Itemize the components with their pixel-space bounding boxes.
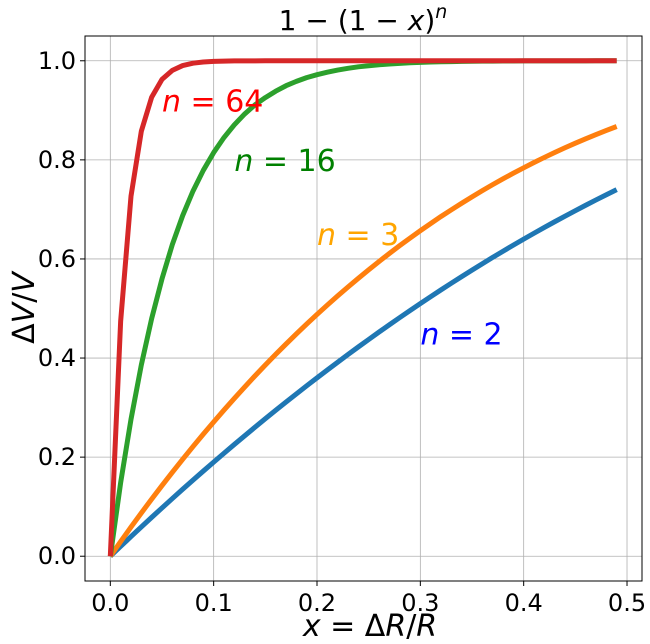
annotation-label: n = 64: [162, 84, 263, 119]
series-line-n3: [108, 124, 618, 558]
y-label-part-2: V: [7, 300, 42, 323]
annotation-value: = 16: [253, 144, 335, 179]
x-tick-label: 0.1: [195, 589, 233, 617]
y-label-part-1: Δ: [7, 323, 42, 344]
x-tick-label: 0.3: [401, 589, 439, 617]
x-label-part-4: /: [406, 609, 417, 644]
annotation-variable: n: [420, 317, 439, 352]
series-lines: [107, 58, 618, 559]
y-label-part-3: /: [7, 292, 42, 303]
x-axis-label: x = ΔR/R: [302, 609, 437, 644]
plot-frame: [84, 35, 643, 582]
annotation-variable: n: [234, 144, 253, 179]
series-line-n2: [108, 187, 618, 559]
grid: [85, 36, 642, 581]
y-tick-label: 1.0: [38, 47, 76, 75]
annotation-variable: n: [317, 218, 336, 253]
annotation-label: n = 16: [234, 144, 335, 179]
y-tick-label: 0.4: [38, 344, 76, 372]
y-tick-label: 0.0: [38, 542, 76, 570]
x-label-part-2: = Δ: [321, 609, 386, 644]
series-line-n64: [107, 58, 617, 557]
title-part-3: ): [424, 4, 435, 37]
annotation-value: = 2: [439, 317, 502, 352]
y-axis-label: ΔV/V: [7, 270, 42, 344]
annotation-value: = 64: [181, 84, 263, 119]
annotations: n = 64n = 16n = 3n = 2: [162, 84, 503, 352]
annotation-value: = 3: [336, 218, 399, 253]
y-label-part-4: V: [7, 270, 42, 293]
x-tick-label: 0.2: [298, 589, 336, 617]
title-part-2: x: [407, 4, 425, 37]
title-part-1: 1 − (1 −: [279, 4, 408, 37]
x-label-part-3: R: [385, 609, 406, 644]
y-tick-label: 0.6: [38, 245, 76, 273]
annotation-label: n = 3: [317, 218, 399, 253]
title-part-4: n: [435, 1, 447, 23]
x-label-part-1: x: [302, 609, 321, 644]
annotation-variable: n: [162, 84, 181, 119]
y-tick-label: 0.2: [38, 443, 76, 471]
chart-title: 1 − (1 − x)n: [279, 1, 448, 37]
x-label-part-5: R: [416, 609, 437, 644]
y-tick-label: 0.8: [38, 146, 76, 174]
x-tick-label: 0.4: [505, 589, 543, 617]
ticks: 0.0 0.1 0.2 0.3 0.4 0.5 0.0 0.2 0.4 0.6 0.8 1.0: [38, 47, 646, 617]
x-tick-label: 0.5: [608, 589, 646, 617]
annotation-label: n = 2: [420, 317, 502, 352]
x-tick-label: 0.0: [91, 589, 129, 617]
